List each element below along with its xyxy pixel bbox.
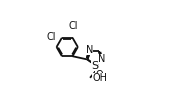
Text: Cl: Cl (47, 32, 56, 42)
Text: N: N (86, 45, 93, 55)
Text: N: N (98, 54, 106, 64)
Text: S: S (91, 61, 98, 71)
Text: OH: OH (92, 73, 107, 83)
Text: O: O (95, 70, 103, 80)
Text: Cl: Cl (68, 21, 78, 31)
